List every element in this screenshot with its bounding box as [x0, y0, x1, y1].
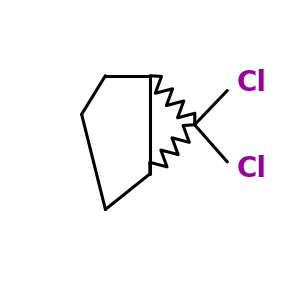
Text: Cl: Cl — [236, 69, 266, 97]
Text: Cl: Cl — [236, 155, 266, 183]
